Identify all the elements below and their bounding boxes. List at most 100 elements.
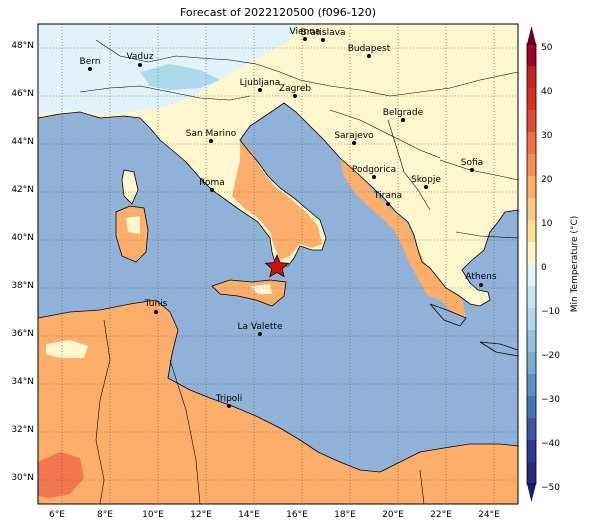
- colorbar-tick: −10: [541, 307, 560, 317]
- city-label: Podgorica: [352, 165, 396, 175]
- colorbar-tick: −30: [541, 395, 560, 405]
- lat-tick: 48°N: [11, 41, 34, 51]
- city-label: Bratislava: [301, 28, 346, 38]
- colorbar-segment: [527, 176, 536, 198]
- city-dot-skopje: [424, 185, 428, 189]
- city-label: Sofia: [461, 158, 483, 168]
- lon-tick: 18°E: [334, 510, 356, 520]
- colorbar-segment: [527, 110, 536, 132]
- lon-tick: 16°E: [286, 510, 308, 520]
- colorbar-tick: 30: [541, 131, 553, 141]
- city-dot-la-valette: [258, 332, 262, 336]
- colorbar-segment: [527, 374, 536, 396]
- lat-tick-labels: 30°N 32°N 34°N 36°N 38°N 40°N 42°N 44°N …: [11, 41, 34, 483]
- sicily-mild: [250, 284, 272, 294]
- lat-tick: 32°N: [11, 425, 34, 435]
- lon-tick: 12°E: [190, 510, 212, 520]
- italy-warm: [232, 140, 322, 260]
- colorbar-segment: [527, 352, 536, 374]
- colorbar-frame: [526, 43, 537, 485]
- city-label: Belgrade: [383, 108, 424, 118]
- city-label: Bern: [80, 57, 101, 67]
- lat-tick: 40°N: [11, 233, 34, 243]
- colorbar-segment: [527, 220, 536, 242]
- city-label: Tripoli: [215, 394, 243, 404]
- lat-tick: 46°N: [11, 89, 34, 99]
- city-label: Athens: [465, 272, 496, 282]
- tunisia-mild: [46, 340, 88, 358]
- colorbar-tick: 10: [541, 219, 553, 229]
- city-label: Ljubljana: [240, 78, 281, 88]
- lat-tick: 38°N: [11, 281, 34, 291]
- colorbar-segment: [527, 66, 536, 88]
- colorbar-label: Min Temperature (°C): [570, 216, 580, 313]
- city-label: Tirana: [373, 191, 402, 201]
- city-label: La Valette: [238, 322, 283, 332]
- colorbar-tick: 50: [541, 43, 553, 53]
- sardinia-mild: [126, 216, 140, 234]
- lon-tick: 24°E: [478, 510, 500, 520]
- lon-tick: 10°E: [142, 510, 164, 520]
- map-frame: [37, 23, 519, 505]
- city-label: Budapest: [348, 44, 391, 54]
- colorbar-segment: [527, 242, 536, 264]
- colorbar-tick: −40: [541, 439, 560, 449]
- colorbar-bottom-arrow: [527, 484, 536, 502]
- lat-tick: 34°N: [11, 377, 34, 387]
- colorbar-segment: [527, 88, 536, 110]
- colorbar-segment: [527, 418, 536, 440]
- city-label: Sarajevo: [334, 131, 374, 141]
- colorbar-segment: [527, 308, 536, 330]
- city-dot-sarajevo: [352, 141, 356, 145]
- city-label: Roma: [199, 178, 225, 188]
- city-dot-tirana: [386, 202, 390, 206]
- city-label: Vaduz: [126, 52, 153, 62]
- colorbar-tick: 0: [541, 263, 547, 273]
- city-dot-tripoli: [227, 404, 231, 408]
- city-dot-san-marino: [209, 139, 213, 143]
- colorbar-tick-labels: 50 40 30 20 10 0 −10 −20 −30 −40 −50: [541, 43, 560, 493]
- lon-tick-labels: 6°E 8°E 10°E 12°E 14°E 16°E 18°E 20°E 22…: [49, 510, 500, 520]
- lon-tick: 22°E: [430, 510, 452, 520]
- colorbar-segment: [527, 198, 536, 220]
- cities: Bern Vaduz Ljubljana Zagreb Vienna Brati…: [80, 27, 497, 408]
- colorbar-tick: −20: [541, 351, 560, 361]
- city-label: Tunis: [144, 299, 168, 309]
- colorbar-tick: 20: [541, 175, 553, 185]
- colorbar-segment: [527, 330, 536, 352]
- colorbar-segment: [527, 44, 536, 66]
- city-dot-ljubljana: [258, 88, 262, 92]
- corsica: [122, 170, 138, 204]
- colorbar-segment: [527, 264, 536, 286]
- lat-tick: 30°N: [11, 473, 34, 483]
- city-dot-vienna: [303, 37, 307, 41]
- colorbar-top-arrow: [527, 26, 536, 44]
- lon-tick: 6°E: [49, 510, 65, 520]
- lon-tick: 8°E: [97, 510, 113, 520]
- city-label: Zagreb: [279, 84, 311, 94]
- city-dot-budapest: [367, 54, 371, 58]
- africa-hot: [38, 452, 84, 498]
- city-dot-athens: [479, 283, 483, 287]
- lat-tick: 44°N: [11, 137, 34, 147]
- city-dot-roma: [210, 188, 214, 192]
- lon-tick: 20°E: [382, 510, 404, 520]
- figure-title: Forecast of 2022120500 (f096-120): [179, 6, 377, 19]
- coastlines: [38, 102, 518, 473]
- city-dot-vaduz: [138, 63, 142, 67]
- colorbar-segment: [527, 132, 536, 154]
- balkan-warm: [340, 158, 466, 318]
- city-label: Skopje: [411, 175, 441, 185]
- city-label: Vienna: [290, 27, 321, 37]
- city-dot-podgorica: [372, 175, 376, 179]
- country-borders: [79, 39, 518, 504]
- colorbar-tick: −50: [541, 483, 560, 493]
- city-label: San Marino: [186, 129, 237, 139]
- star-marker-icon: [264, 253, 290, 278]
- colorbar-segment: [527, 396, 536, 418]
- colorbar: 50 40 30 20 10 0 −10 −20 −30 −40 −50 Min…: [526, 26, 580, 502]
- colorbar-segment: [527, 286, 536, 308]
- colorbar-segment: [527, 154, 536, 176]
- city-dot-belgrade: [401, 118, 405, 122]
